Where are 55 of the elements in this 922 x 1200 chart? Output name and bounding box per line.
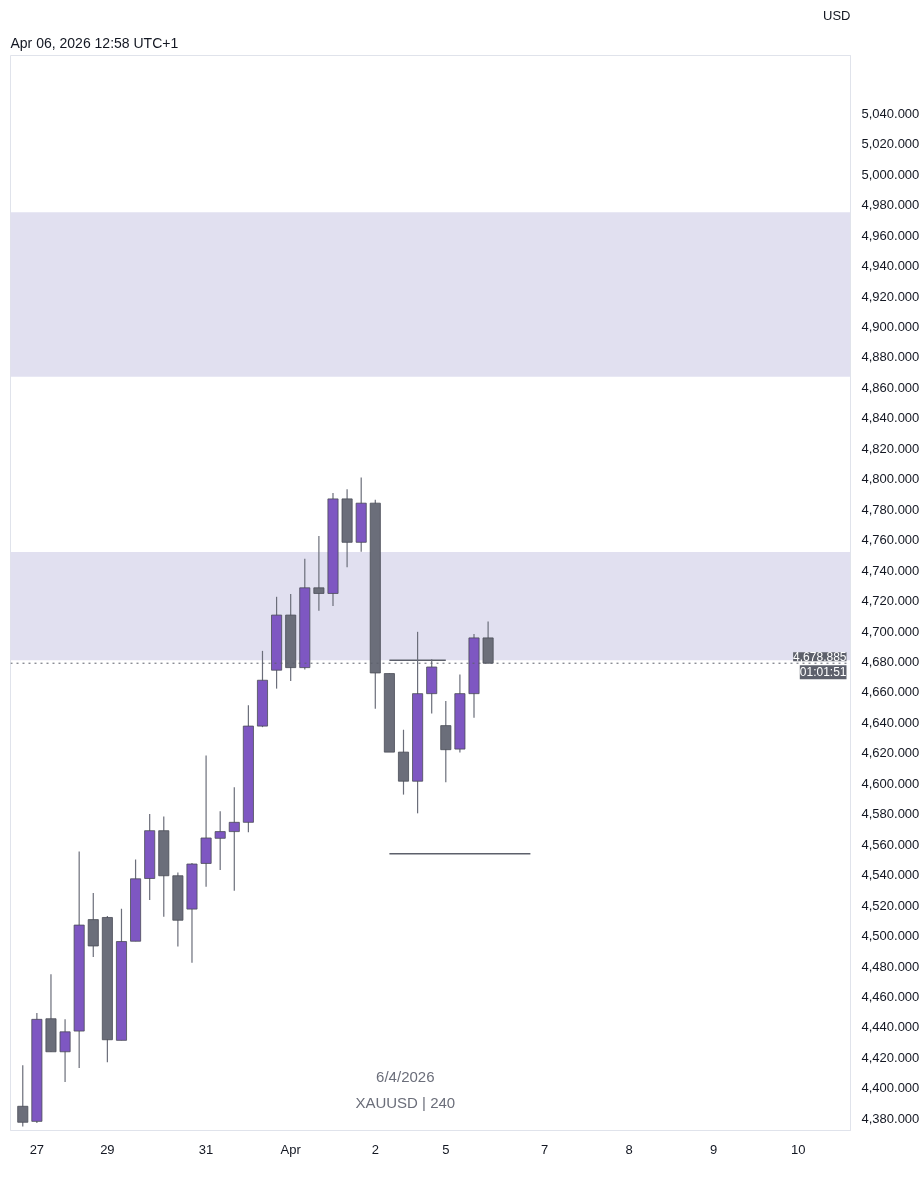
candlestick — [228, 786, 240, 892]
y-tick-label: 4,620.000 — [861, 745, 920, 761]
candlestick — [59, 1018, 71, 1083]
x-tick-label: 2 — [371, 1141, 379, 1157]
x-tick-label: 31 — [198, 1141, 214, 1157]
x-tick-label: 10 — [791, 1141, 806, 1157]
y-tick-label: 4,880.000 — [861, 349, 920, 365]
x-tick-label: 27 — [29, 1141, 45, 1157]
y-tick-label: 4,460.000 — [861, 989, 920, 1005]
y-tick-label: 4,580.000 — [861, 806, 920, 822]
y-tick-label: 4,560.000 — [861, 836, 920, 852]
y-tick-label: 4,760.000 — [861, 532, 920, 548]
y-tick-label: 5,020.000 — [861, 136, 920, 152]
candlestick — [17, 1064, 29, 1127]
y-tick-label: 4,680.000 — [861, 654, 920, 670]
text: Apr 06, 2026 12:58 UTC+1 — [10, 34, 179, 51]
y-tick-label: 4,740.000 — [861, 562, 920, 578]
y-tick-label: 4,520.000 — [861, 897, 920, 913]
x-tick-label: Apr — [280, 1141, 302, 1157]
candlestick — [214, 810, 226, 871]
x-tick-label: 8 — [625, 1141, 633, 1157]
y-tick-label: 4,960.000 — [861, 227, 920, 243]
y-tick-label: 5,040.000 — [861, 105, 920, 121]
candlestick — [313, 535, 325, 612]
x-tick-label: 7 — [540, 1141, 549, 1157]
y-tick-label: 4,980.000 — [861, 197, 920, 213]
annotation: XAUUSD | 240 — [355, 1094, 456, 1112]
y-tick-label: 4,420.000 — [861, 1049, 920, 1065]
y-tick-label: 4,660.000 — [861, 684, 920, 700]
y-tick-label: 4,700.000 — [861, 623, 920, 639]
y-tick-label: 4,820.000 — [861, 440, 920, 456]
y-tick-label: 4,400.000 — [861, 1080, 920, 1096]
y-tick-label: 4,440.000 — [861, 1019, 920, 1035]
y-tick-label: 4,380.000 — [861, 1110, 920, 1126]
y-tick-label: 4,840.000 — [861, 410, 920, 426]
y-tick-label: 4,800.000 — [861, 471, 920, 487]
y-tick-label: 4,900.000 — [861, 319, 920, 335]
x-tick-label: 29 — [100, 1141, 115, 1157]
y-tick-label: 4,940.000 — [861, 258, 920, 274]
y-tick-label: 4,720.000 — [861, 593, 920, 609]
annotation: 6/4/2026 — [376, 1068, 435, 1086]
x-tick-label: 5 — [442, 1141, 450, 1157]
y-axis-title: USD — [823, 7, 851, 23]
y-tick-label: 4,500.000 — [861, 928, 920, 944]
annotation: 01:01:51 — [799, 665, 847, 680]
ref-line-label: 4,678.885 — [793, 650, 847, 665]
y-tick-label: 4,540.000 — [861, 867, 920, 883]
y-tick-label: 4,640.000 — [861, 714, 920, 730]
y-tick-label: 5,000.000 — [861, 166, 920, 182]
y-tick-label: 4,860.000 — [861, 379, 920, 395]
y-tick-label: 4,600.000 — [861, 775, 920, 791]
y-tick-label: 4,780.000 — [861, 501, 920, 517]
y-tick-label: 4,920.000 — [861, 288, 920, 304]
x-tick-label: 9 — [710, 1141, 718, 1157]
y-tick-label: 4,480.000 — [861, 958, 920, 974]
